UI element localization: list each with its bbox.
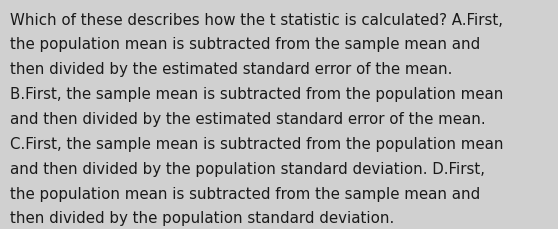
Text: the population mean is subtracted from the sample mean and: the population mean is subtracted from t… (10, 37, 480, 52)
Text: Which of these describes how the t statistic is calculated? A.First,: Which of these describes how the t stati… (10, 13, 503, 27)
Text: then divided by the estimated standard error of the mean.: then divided by the estimated standard e… (10, 62, 453, 77)
Text: and then divided by the population standard deviation. D.First,: and then divided by the population stand… (10, 161, 485, 176)
Text: then divided by the population standard deviation.: then divided by the population standard … (10, 210, 395, 225)
Text: the population mean is subtracted from the sample mean and: the population mean is subtracted from t… (10, 186, 480, 201)
Text: B.First, the sample mean is subtracted from the population mean: B.First, the sample mean is subtracted f… (10, 87, 503, 102)
Text: C.First, the sample mean is subtracted from the population mean: C.First, the sample mean is subtracted f… (10, 136, 503, 151)
Text: and then divided by the estimated standard error of the mean.: and then divided by the estimated standa… (10, 112, 485, 126)
